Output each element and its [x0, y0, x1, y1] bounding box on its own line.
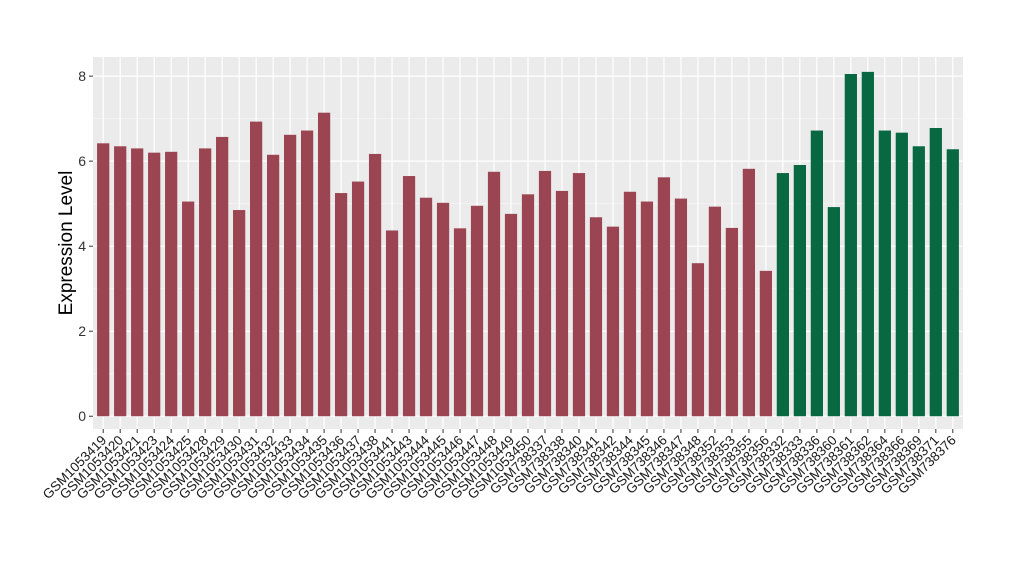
bar-GSM738353	[725, 227, 739, 417]
y-tick-label: 8	[78, 68, 86, 84]
y-tick-label: 4	[78, 238, 86, 254]
bar-GSM738345	[640, 201, 654, 417]
bar-GSM738344	[623, 191, 637, 417]
bar-GSM738362	[861, 71, 874, 417]
bar-GSM1053424	[165, 151, 178, 417]
bar-GSM1053436	[334, 193, 348, 417]
bar-GSM738347	[674, 198, 688, 417]
y-tick-label: 0	[78, 408, 86, 424]
bar-GSM1053450	[521, 194, 535, 417]
bars	[97, 71, 959, 417]
bar-GSM1053438	[368, 153, 382, 417]
bar-GSM738340	[572, 173, 586, 417]
bar-GSM1053429	[216, 136, 229, 417]
y-axis: 0 2 4 6 8	[78, 68, 93, 424]
bar-GSM738352	[708, 206, 722, 417]
bar-GSM738348	[691, 263, 705, 417]
bar-GSM738356	[759, 270, 773, 417]
bar-GSM738341	[589, 217, 603, 417]
bar-GSM738376	[946, 149, 959, 417]
bar-GSM738364	[878, 130, 891, 417]
bar-GSM1053445	[436, 202, 450, 417]
bar-GSM738346	[657, 177, 671, 417]
x-axis: GSM1053419GSM1053420GSM1053421GSM1053423…	[40, 429, 959, 502]
bar-GSM1053421	[131, 148, 144, 417]
y-tick-label: 2	[78, 323, 86, 339]
bar-GSM1053446	[453, 228, 467, 417]
bar-GSM1053447	[470, 205, 484, 417]
y-axis-title: Expression Level	[56, 171, 77, 316]
bar-GSM738369	[912, 146, 925, 417]
bar-GSM1053425	[182, 201, 195, 417]
bar-GSM738371	[929, 127, 942, 417]
bar-GSM738361	[844, 74, 857, 417]
bar-GSM1053449	[504, 213, 518, 417]
bar-GSM738336	[810, 130, 823, 417]
bar-GSM1053419	[97, 143, 110, 417]
bar-GSM1053420	[114, 146, 127, 417]
bar-GSM738342	[606, 226, 620, 417]
bar-GSM1053428	[199, 148, 212, 417]
bar-GSM1053430	[233, 210, 246, 417]
bar-GSM738333	[793, 164, 806, 417]
bar-GSM738366	[895, 132, 908, 417]
bar-GSM738337	[538, 170, 552, 417]
bar-GSM1053443	[402, 176, 416, 417]
bar-GSM1053444	[419, 197, 433, 417]
bar-GSM1053441	[385, 230, 399, 417]
bar-GSM1053435	[317, 112, 331, 417]
bar-GSM1053431	[250, 121, 263, 417]
bar-GSM738355	[742, 168, 756, 417]
bar-GSM1053423	[148, 152, 161, 417]
bar-GSM1053432	[267, 154, 280, 417]
bar-GSM1053448	[487, 171, 501, 417]
bar-GSM1053437	[351, 181, 365, 417]
bar-GSM738338	[555, 190, 569, 417]
bar-GSM738360	[827, 207, 840, 417]
y-tick-label: 6	[78, 153, 86, 169]
bar-GSM1053433	[283, 134, 297, 417]
bar-GSM738332	[776, 173, 789, 417]
bar-GSM1053434	[300, 130, 314, 417]
